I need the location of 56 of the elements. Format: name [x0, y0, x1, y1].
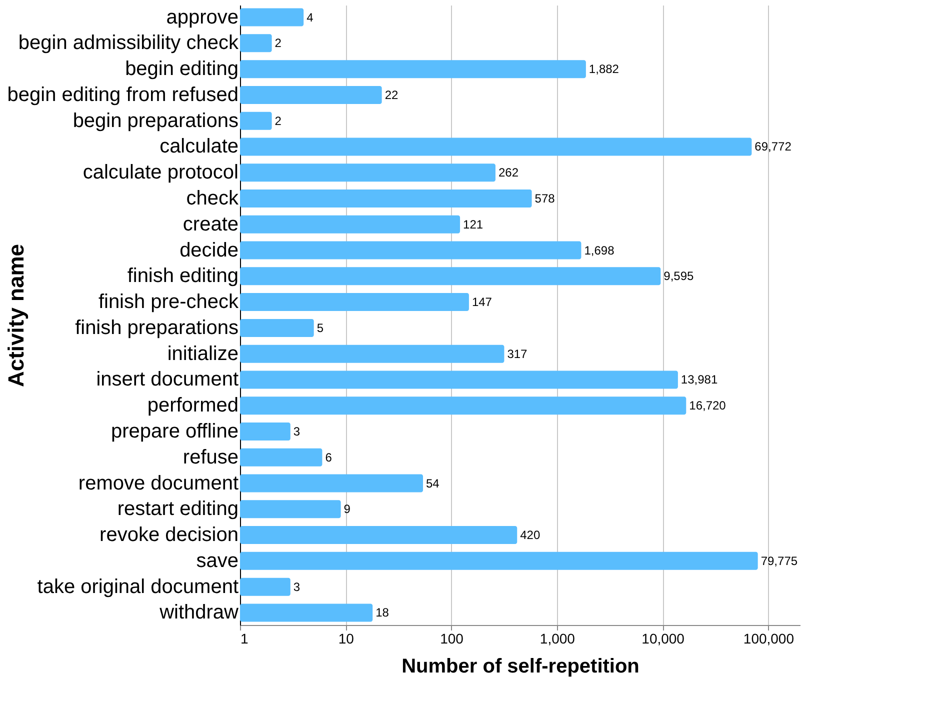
y-tick-label: take original document [37, 576, 239, 598]
data-label: 1,698 [584, 243, 615, 258]
y-axis-title: Activity name [4, 244, 28, 388]
y-tick-label: refuse [182, 446, 238, 468]
x-tick-label: 1 [240, 630, 248, 646]
data-label: 9,595 [664, 269, 694, 284]
y-tick-label: finish editing [127, 265, 238, 288]
y-tick-label: begin preparations [72, 110, 238, 132]
y-tick-label: revoke decision [100, 524, 238, 546]
x-tick-label: 10,000 [642, 630, 685, 646]
y-tick-label: save [196, 550, 238, 572]
y-tick-label: finish pre-check [98, 291, 240, 314]
data-label: 317 [507, 346, 528, 361]
y-tick-label: begin admissibility check [18, 32, 240, 54]
data-label: 262 [498, 166, 519, 180]
x-axis-title: Number of self-repetition [402, 656, 640, 678]
data-label: 16,720 [689, 398, 726, 413]
data-label: 121 [463, 217, 484, 232]
x-tick-label: 1,000 [540, 630, 576, 646]
y-tick-label: withdraw [158, 602, 240, 624]
y-tick-label: begin editing from refused [7, 84, 238, 106]
y-tick-label: create [182, 213, 238, 236]
data-label: 54 [426, 476, 440, 490]
x-tick-label: 10 [338, 630, 354, 646]
y-tick-label: approve [166, 6, 238, 28]
data-label: 79,775 [760, 554, 798, 568]
data-label: 9 [344, 502, 351, 516]
y-tick-label: remove document [78, 472, 239, 494]
y-tick-label: insert document [96, 368, 239, 391]
y-tick-label: calculate protocol [82, 162, 238, 184]
y-tick-label: check [186, 188, 240, 210]
data-label: 578 [534, 192, 556, 206]
y-tick-label: decide [180, 239, 238, 262]
y-tick-label: initialize [167, 342, 238, 365]
data-label: 69,772 [754, 140, 792, 154]
y-tick-label: finish preparations [75, 316, 238, 339]
data-label: 18 [376, 606, 390, 620]
y-tick-label: restart editing [117, 498, 238, 520]
y-tick-label: begin editing [125, 58, 238, 80]
data-label: 4 [306, 10, 314, 24]
y-tick-label: performed [147, 394, 238, 417]
x-tick-label: 100,000 [743, 630, 794, 646]
data-label: 2 [274, 36, 282, 50]
data-label: 3 [293, 424, 300, 438]
data-label: 1,882 [588, 62, 620, 76]
y-tick-label: prepare offline [111, 420, 238, 442]
data-label: 22 [384, 88, 398, 102]
data-label: 3 [293, 580, 300, 594]
y-tick-label: calculate [160, 136, 238, 158]
data-label: 2 [274, 114, 282, 128]
data-label: 13,981 [680, 372, 718, 387]
data-label: 420 [520, 528, 540, 542]
x-tick-label: 100 [440, 630, 464, 646]
data-label: 147 [472, 295, 492, 310]
data-label: 6 [325, 450, 332, 464]
data-label: 5 [316, 320, 324, 335]
